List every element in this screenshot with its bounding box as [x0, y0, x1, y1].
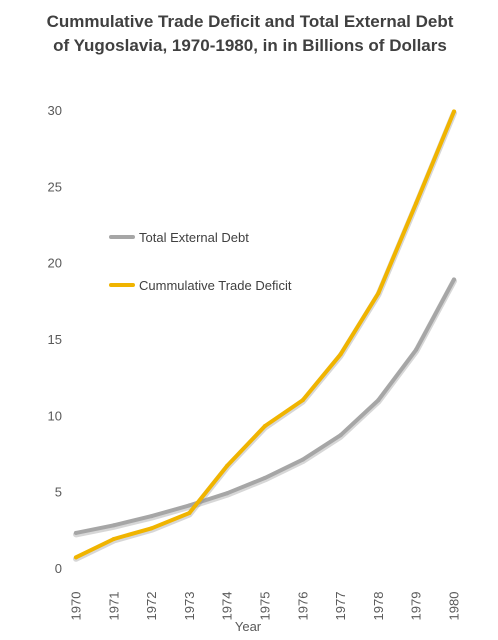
data-point-total-external-debt	[187, 503, 191, 507]
data-point-cummulative-trade-deficit	[339, 352, 343, 356]
y-tick-label: 20	[48, 256, 62, 271]
series-shadow-total-external-debt	[76, 281, 454, 534]
legend-label: Cummulative Trade Deficit	[139, 278, 292, 293]
series-line-cummulative-trade-deficit	[76, 112, 454, 558]
x-tick-label: 1978	[371, 592, 386, 621]
data-point-total-external-debt	[452, 277, 456, 281]
data-point-cummulative-trade-deficit	[452, 110, 456, 114]
x-tick-label: 1972	[144, 592, 159, 621]
x-tick-label: 1979	[409, 592, 424, 621]
data-point-cummulative-trade-deficit	[414, 201, 418, 205]
series-line-total-external-debt	[76, 280, 454, 533]
data-point-cummulative-trade-deficit	[263, 424, 267, 428]
x-tick-label: 1975	[258, 592, 273, 621]
data-point-total-external-debt	[74, 531, 78, 535]
y-tick-label: 0	[55, 561, 62, 576]
x-axis-title: Year	[235, 619, 262, 634]
y-tick-label: 25	[48, 179, 62, 194]
data-point-total-external-debt	[301, 458, 305, 462]
y-tick-label: 10	[48, 408, 62, 423]
x-tick-label: 1977	[333, 592, 348, 621]
x-tick-label: 1973	[182, 592, 197, 621]
data-point-total-external-debt	[339, 433, 343, 437]
x-tick-label: 1976	[295, 592, 310, 621]
y-tick-label: 15	[48, 332, 62, 347]
x-tick-label: 1971	[106, 592, 121, 621]
data-point-cummulative-trade-deficit	[301, 398, 305, 402]
data-point-cummulative-trade-deficit	[112, 537, 116, 541]
data-point-total-external-debt	[225, 491, 229, 495]
legend-label: Total External Debt	[139, 230, 249, 245]
data-point-cummulative-trade-deficit	[150, 526, 154, 530]
legend: Total External Debt Cummulative Trade Def…	[111, 230, 292, 293]
data-point-total-external-debt	[112, 523, 116, 527]
y-tick-label: 5	[55, 485, 62, 500]
y-tick-label: 30	[48, 103, 62, 118]
y-axis: 0 5 10 15 20 25 30	[48, 103, 62, 576]
x-axis: 1970 1971 1972 1973 1974 1975 1976 1977 1978 1979…	[69, 592, 462, 621]
series-shadow-cummulative-trade-deficit	[76, 113, 454, 559]
data-point-cummulative-trade-deficit	[74, 555, 78, 559]
x-tick-label: 1974	[220, 592, 235, 621]
data-point-total-external-debt	[414, 348, 418, 352]
x-tick-label: 1970	[69, 592, 84, 621]
x-tick-label: 1980	[447, 592, 462, 621]
data-point-total-external-debt	[263, 476, 267, 480]
data-point-cummulative-trade-deficit	[225, 464, 229, 468]
data-point-cummulative-trade-deficit	[187, 511, 191, 515]
series-layer	[74, 110, 456, 560]
data-point-total-external-debt	[150, 514, 154, 518]
data-point-cummulative-trade-deficit	[376, 291, 380, 295]
data-point-total-external-debt	[376, 398, 380, 402]
